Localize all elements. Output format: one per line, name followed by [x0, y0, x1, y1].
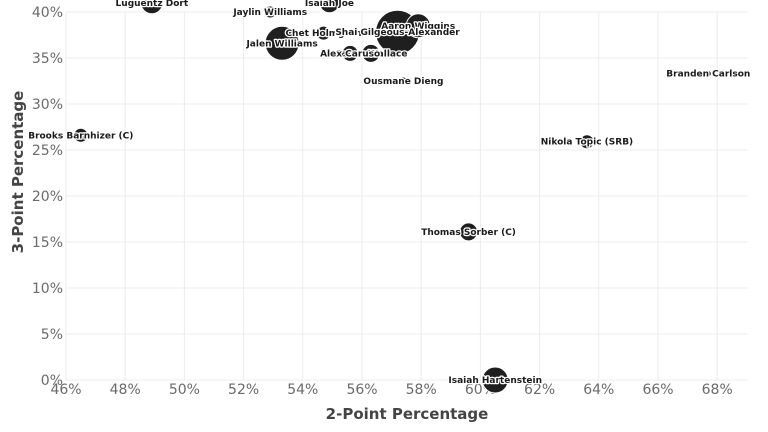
x-tick-label: 48% [110, 382, 141, 398]
x-tick-label: 46% [50, 382, 81, 398]
point-label: Cason Wallace [334, 49, 407, 59]
x-tick-label: 64% [583, 382, 614, 398]
data-point [481, 366, 509, 394]
x-tick-label: 54% [287, 382, 318, 398]
point-label: Jalen Williams [245, 39, 317, 49]
data-point [398, 76, 408, 86]
grid-layer [65, 11, 748, 381]
x-tick-label: 58% [406, 382, 437, 398]
x-tick-label: 62% [524, 382, 555, 398]
data-points [73, 0, 712, 394]
data-point [361, 43, 381, 63]
y-tick-label: 20% [32, 189, 63, 205]
point-label: Thomas Sorber (C) [421, 228, 516, 238]
y-tick-label: 15% [32, 235, 63, 251]
data-point [459, 222, 479, 242]
point-label: Isaiah Hartenstein [448, 376, 542, 386]
data-point [341, 44, 359, 62]
x-tick-label: 52% [228, 382, 259, 398]
y-tick-label: 0% [41, 373, 63, 389]
point-label: Ousmane Dieng [363, 77, 443, 87]
data-point [704, 70, 712, 78]
x-tick-label: 66% [642, 382, 673, 398]
y-tick-labels: 0% 5% 10% 15% 20% 25% 30% 35% 40% [32, 5, 63, 389]
data-point [264, 25, 300, 61]
data-point [579, 134, 595, 150]
data-point [140, 0, 164, 15]
y-tick-label: 5% [41, 327, 63, 343]
point-label: Aaron Wiggins [381, 22, 455, 32]
x-tick-label: 56% [346, 382, 377, 398]
point-label: Alex Caruso [320, 49, 380, 59]
x-tick-label: 50% [169, 382, 200, 398]
data-point [405, 13, 431, 39]
y-tick-label: 25% [32, 143, 63, 159]
point-label: Jaylin Williams [232, 8, 307, 18]
point-label: Luguentz Dort [116, 0, 189, 9]
point-label: Brooks Barnhizer (C) [28, 131, 133, 141]
data-point [318, 0, 340, 14]
data-point [73, 127, 89, 143]
y-tick-label: 10% [32, 281, 63, 297]
x-tick-labels: 46% 48% 50% 52% 54% 56% 58% 60% 62% 64% 66% 68% [50, 382, 732, 398]
point-label: Chet Holmgren [285, 29, 361, 39]
data-point [316, 25, 332, 41]
x-axis-title: 2-Point Percentage [326, 405, 489, 423]
point-label: Shai Gilgeous-Alexander [335, 28, 460, 38]
point-label: Isaiah Joe [305, 0, 354, 9]
y-axis-title: 3-Point Percentage [9, 91, 27, 254]
x-tick-label: 68% [702, 382, 733, 398]
y-tick-label: 40% [32, 5, 63, 21]
y-tick-label: 35% [32, 51, 63, 67]
point-label: Branden Carlson [666, 70, 750, 80]
y-tick-label: 30% [32, 97, 63, 113]
data-point [263, 5, 277, 19]
point-label: Nikola Topic (SRB) [541, 138, 633, 148]
